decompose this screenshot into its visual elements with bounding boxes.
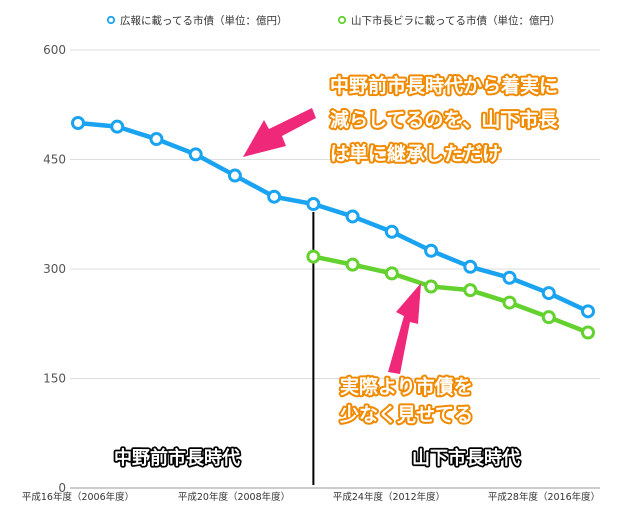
x-tick-label: 平成28年度（2016年度） (488, 491, 600, 503)
data-point (502, 270, 517, 285)
x-tick-label: 平成16年度（2006年度） (22, 491, 134, 503)
series-2 (306, 249, 595, 340)
data-point (149, 132, 164, 147)
legend-label: 山下市長ビラに載ってる市債（単位：億円） (351, 14, 560, 27)
data-point (267, 189, 282, 204)
y-tick-label: 450 (43, 153, 66, 167)
data-point (541, 310, 556, 325)
era-label-left: 中野前市長時代 (114, 447, 240, 469)
annotation-line: 実際より市債を (340, 375, 473, 398)
x-tick-label: 平成24年度（2012年度） (333, 491, 445, 503)
legend-marker (106, 15, 116, 25)
annotation-line: は単に継承しただけ (330, 142, 501, 165)
data-point (463, 283, 478, 298)
y-tick-label: 300 (43, 262, 66, 276)
series-group (71, 116, 595, 340)
data-point (227, 168, 242, 183)
annotations: 中野前市長時代から着実に減らしてるのを、山下市長は単に継承しただけ実際より市債を… (328, 72, 560, 428)
annotation-arrow-1 (243, 108, 316, 157)
data-point (424, 243, 439, 258)
legend: 広報に載ってる市債（単位：億円） 山下市長ビラに載ってる市債（単位：億円） (106, 14, 560, 27)
era-label-right: 山下市長時代 (412, 447, 520, 469)
data-point (188, 147, 203, 162)
data-point (306, 249, 321, 264)
data-point (424, 279, 439, 294)
annotation-line: 中野前市長時代から着実に (330, 74, 558, 97)
y-tick-label: 600 (43, 43, 66, 57)
x-tick-label: 平成20年度（2008年度） (178, 491, 290, 503)
annotation-arrow-2 (388, 283, 421, 374)
data-point (463, 259, 478, 274)
legend-marker (337, 15, 347, 25)
annotation-arrows (243, 108, 421, 374)
era-labels: 中野前市長時代 山下市長時代 (112, 445, 522, 471)
grid-lines (70, 49, 600, 489)
data-point (345, 257, 360, 272)
annotation-line: 少なく見せてる (339, 404, 473, 426)
data-point (581, 325, 595, 340)
legend-label: 広報に載ってる市債（単位：億円） (120, 14, 287, 27)
data-point (384, 266, 399, 281)
annotation-line: 減らしてるのを、山下市長 (330, 108, 558, 131)
x-tick-labels: 平成16年度（2006年度） 平成20年度（2008年度） 平成24年度（2012年… (22, 491, 600, 503)
data-point (581, 304, 595, 319)
y-tick-label: 150 (43, 372, 66, 386)
data-point (502, 295, 517, 310)
data-point (306, 197, 321, 212)
data-point (71, 116, 85, 130)
y-tick-labels: 0 150 300 450 600 (43, 43, 66, 495)
data-point (110, 119, 125, 134)
data-point (384, 224, 399, 239)
data-point (345, 209, 360, 224)
y-tick-label: 0 (58, 481, 66, 495)
data-point (541, 286, 556, 301)
series-1 (71, 116, 595, 319)
